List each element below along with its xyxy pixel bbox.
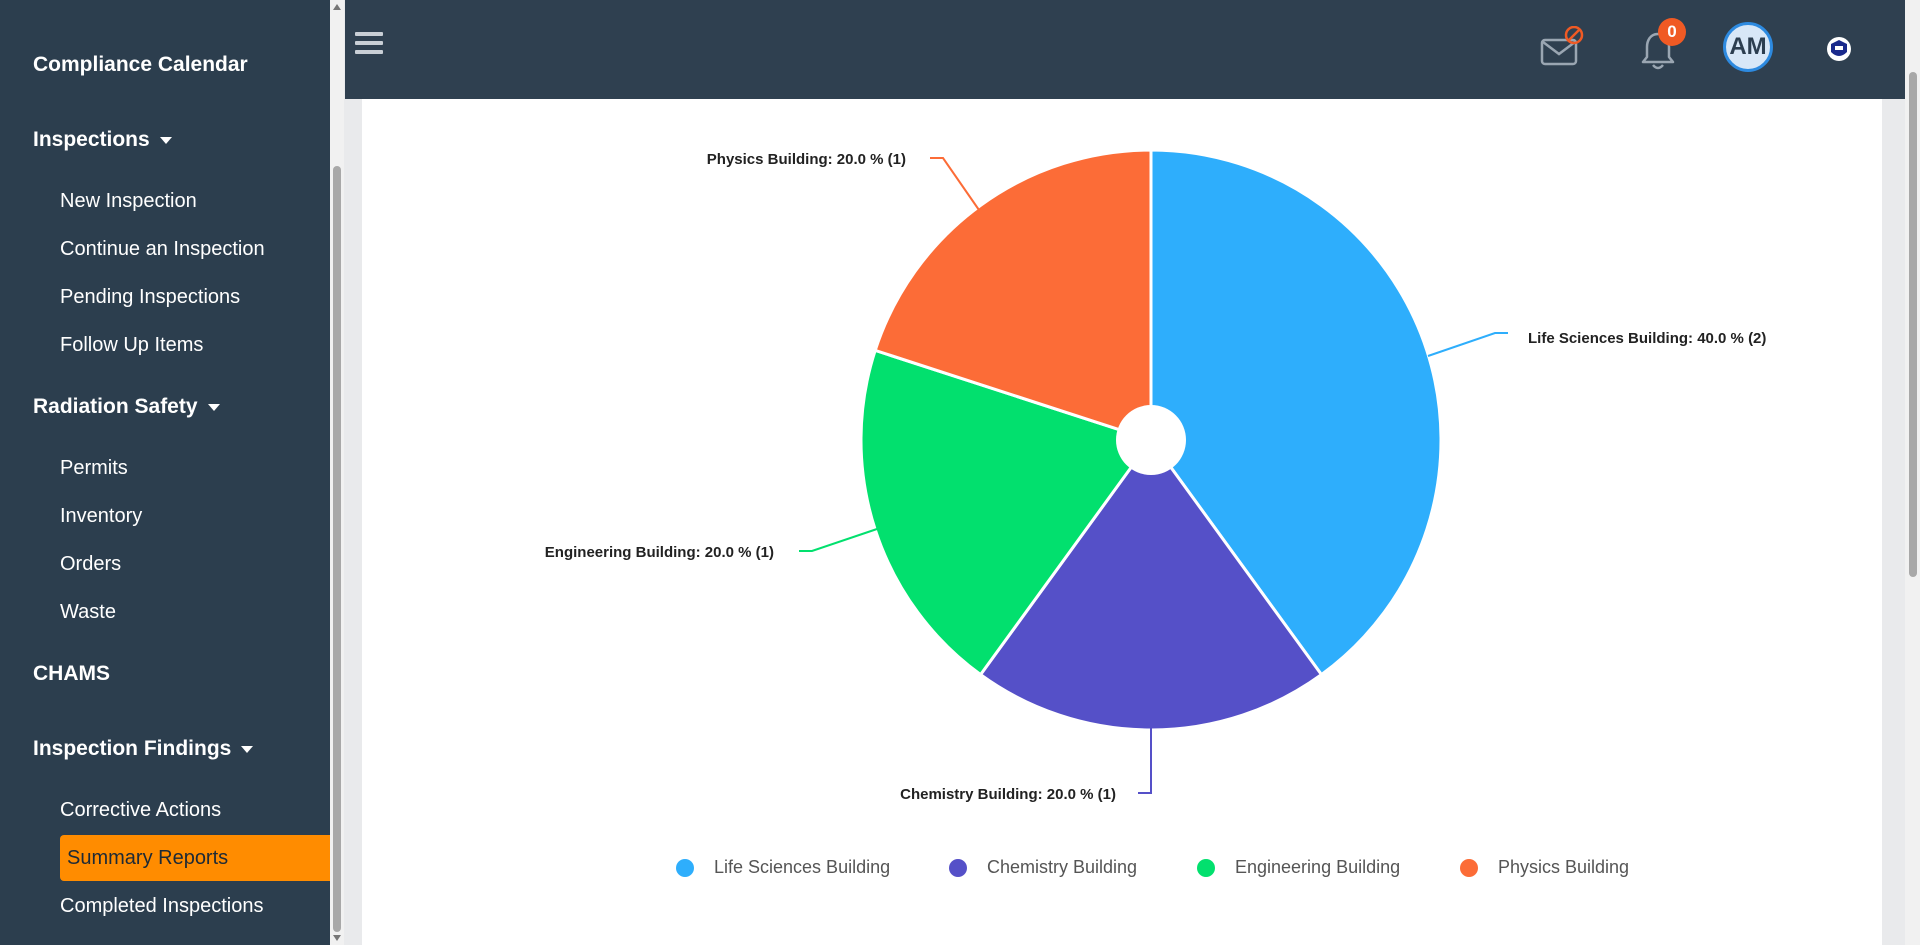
legend-label: Life Sciences Building <box>714 857 891 877</box>
data-label-physics-building: Physics Building: 20.0 % (1) <box>707 151 906 168</box>
nav-chams[interactable]: CHAMS <box>33 662 110 686</box>
pie-slice-physics-building[interactable] <box>873 148 1153 442</box>
sidebar-scrollbar[interactable] <box>330 0 344 945</box>
nav-chams-label: CHAMS <box>33 662 110 685</box>
nav-inspection-findings[interactable]: Inspection Findings <box>33 737 254 761</box>
pie-center-hole <box>1116 405 1186 475</box>
nav-item-orders[interactable]: Orders <box>60 553 122 575</box>
legend-item-engineering-building[interactable]: Engineering Building <box>1197 857 1400 878</box>
hamburger-menu-icon[interactable] <box>355 32 383 54</box>
leader-line-engineering-building <box>799 528 878 552</box>
nav-radiation-safety-label: Radiation Safety <box>33 395 198 418</box>
legend-label: Chemistry Building <box>987 857 1138 877</box>
university-logo-icon[interactable] <box>1826 36 1852 67</box>
leader-line-life-sciences-building <box>1427 332 1508 357</box>
pie-chart: Life Sciences Building: 40.0 % (2) Chemis… <box>545 148 1766 803</box>
legend-item-chemistry-building[interactable]: Chemistry Building <box>949 857 1137 878</box>
legend-item-physics-building[interactable]: Physics Building <box>1460 857 1629 878</box>
legend-dot <box>676 858 694 877</box>
scroll-down-icon[interactable] <box>333 935 341 941</box>
nav-radiation-safety[interactable]: Radiation Safety <box>33 395 220 419</box>
nav-item-pending-inspections[interactable]: Pending Inspections <box>60 286 241 308</box>
nav-item-corrective-actions[interactable]: Corrective Actions <box>60 799 222 821</box>
mail-disabled-icon[interactable] <box>1540 25 1586 73</box>
leader-line-physics-building <box>930 157 980 211</box>
nav-compliance-calendar-label: Compliance Calendar <box>33 53 248 76</box>
nav-item-waste[interactable]: Waste <box>60 601 116 623</box>
page-scroll-thumb[interactable] <box>1909 72 1917 577</box>
nav-inspections-label: Inspections <box>33 128 150 151</box>
nav-item-new-inspection[interactable]: New Inspection <box>60 190 197 212</box>
nav-compliance-calendar[interactable]: Compliance Calendar <box>33 53 248 77</box>
sidebar: Compliance Calendar Inspections New Insp… <box>0 0 330 945</box>
nav-item-follow-up-items[interactable]: Follow Up Items <box>60 334 204 356</box>
nav-item-summary-reports[interactable]: Summary Reports <box>60 835 330 881</box>
scroll-up-icon[interactable] <box>333 4 341 10</box>
user-avatar[interactable]: AM <box>1723 22 1773 72</box>
data-label-engineering-building: Engineering Building: 20.0 % (1) <box>545 544 774 561</box>
data-label-chemistry-building: Chemistry Building: 20.0 % (1) <box>900 786 1116 803</box>
notification-count-badge: 0 <box>1658 18 1686 46</box>
legend-label: Physics Building <box>1498 857 1630 877</box>
legend-item-life-sciences-building[interactable]: Life Sciences Building <box>676 857 890 878</box>
legend-dot <box>1460 858 1478 877</box>
page-scrollbar[interactable] <box>1905 0 1920 945</box>
leader-line-chemistry-building <box>1138 724 1152 794</box>
nav-item-continue-inspection[interactable]: Continue an Inspection <box>60 238 265 260</box>
nav-item-permits[interactable]: Permits <box>60 457 128 479</box>
caret-down-icon <box>159 136 172 144</box>
top-bar: 0 AM <box>345 0 1905 99</box>
pie-slice-life-sciences-building[interactable] <box>1149 148 1443 677</box>
chart-panel: Life Sciences Building: 40.0 % (2) Chemis… <box>362 99 1882 945</box>
data-label-life-sciences-building: Life Sciences Building: 40.0 % (2) <box>1528 330 1766 347</box>
legend-dot <box>1197 858 1215 877</box>
caret-down-icon <box>241 745 254 753</box>
sidebar-scroll-thumb[interactable] <box>333 166 341 932</box>
nav-inspections[interactable]: Inspections <box>33 128 172 152</box>
legend-label: Engineering Building <box>1235 857 1401 877</box>
nav-inspection-findings-label: Inspection Findings <box>33 737 232 760</box>
caret-down-icon <box>207 403 220 411</box>
nav-item-inventory[interactable]: Inventory <box>60 505 143 527</box>
nav-item-completed-inspections[interactable]: Completed Inspections <box>60 895 264 917</box>
legend-dot <box>949 858 967 877</box>
